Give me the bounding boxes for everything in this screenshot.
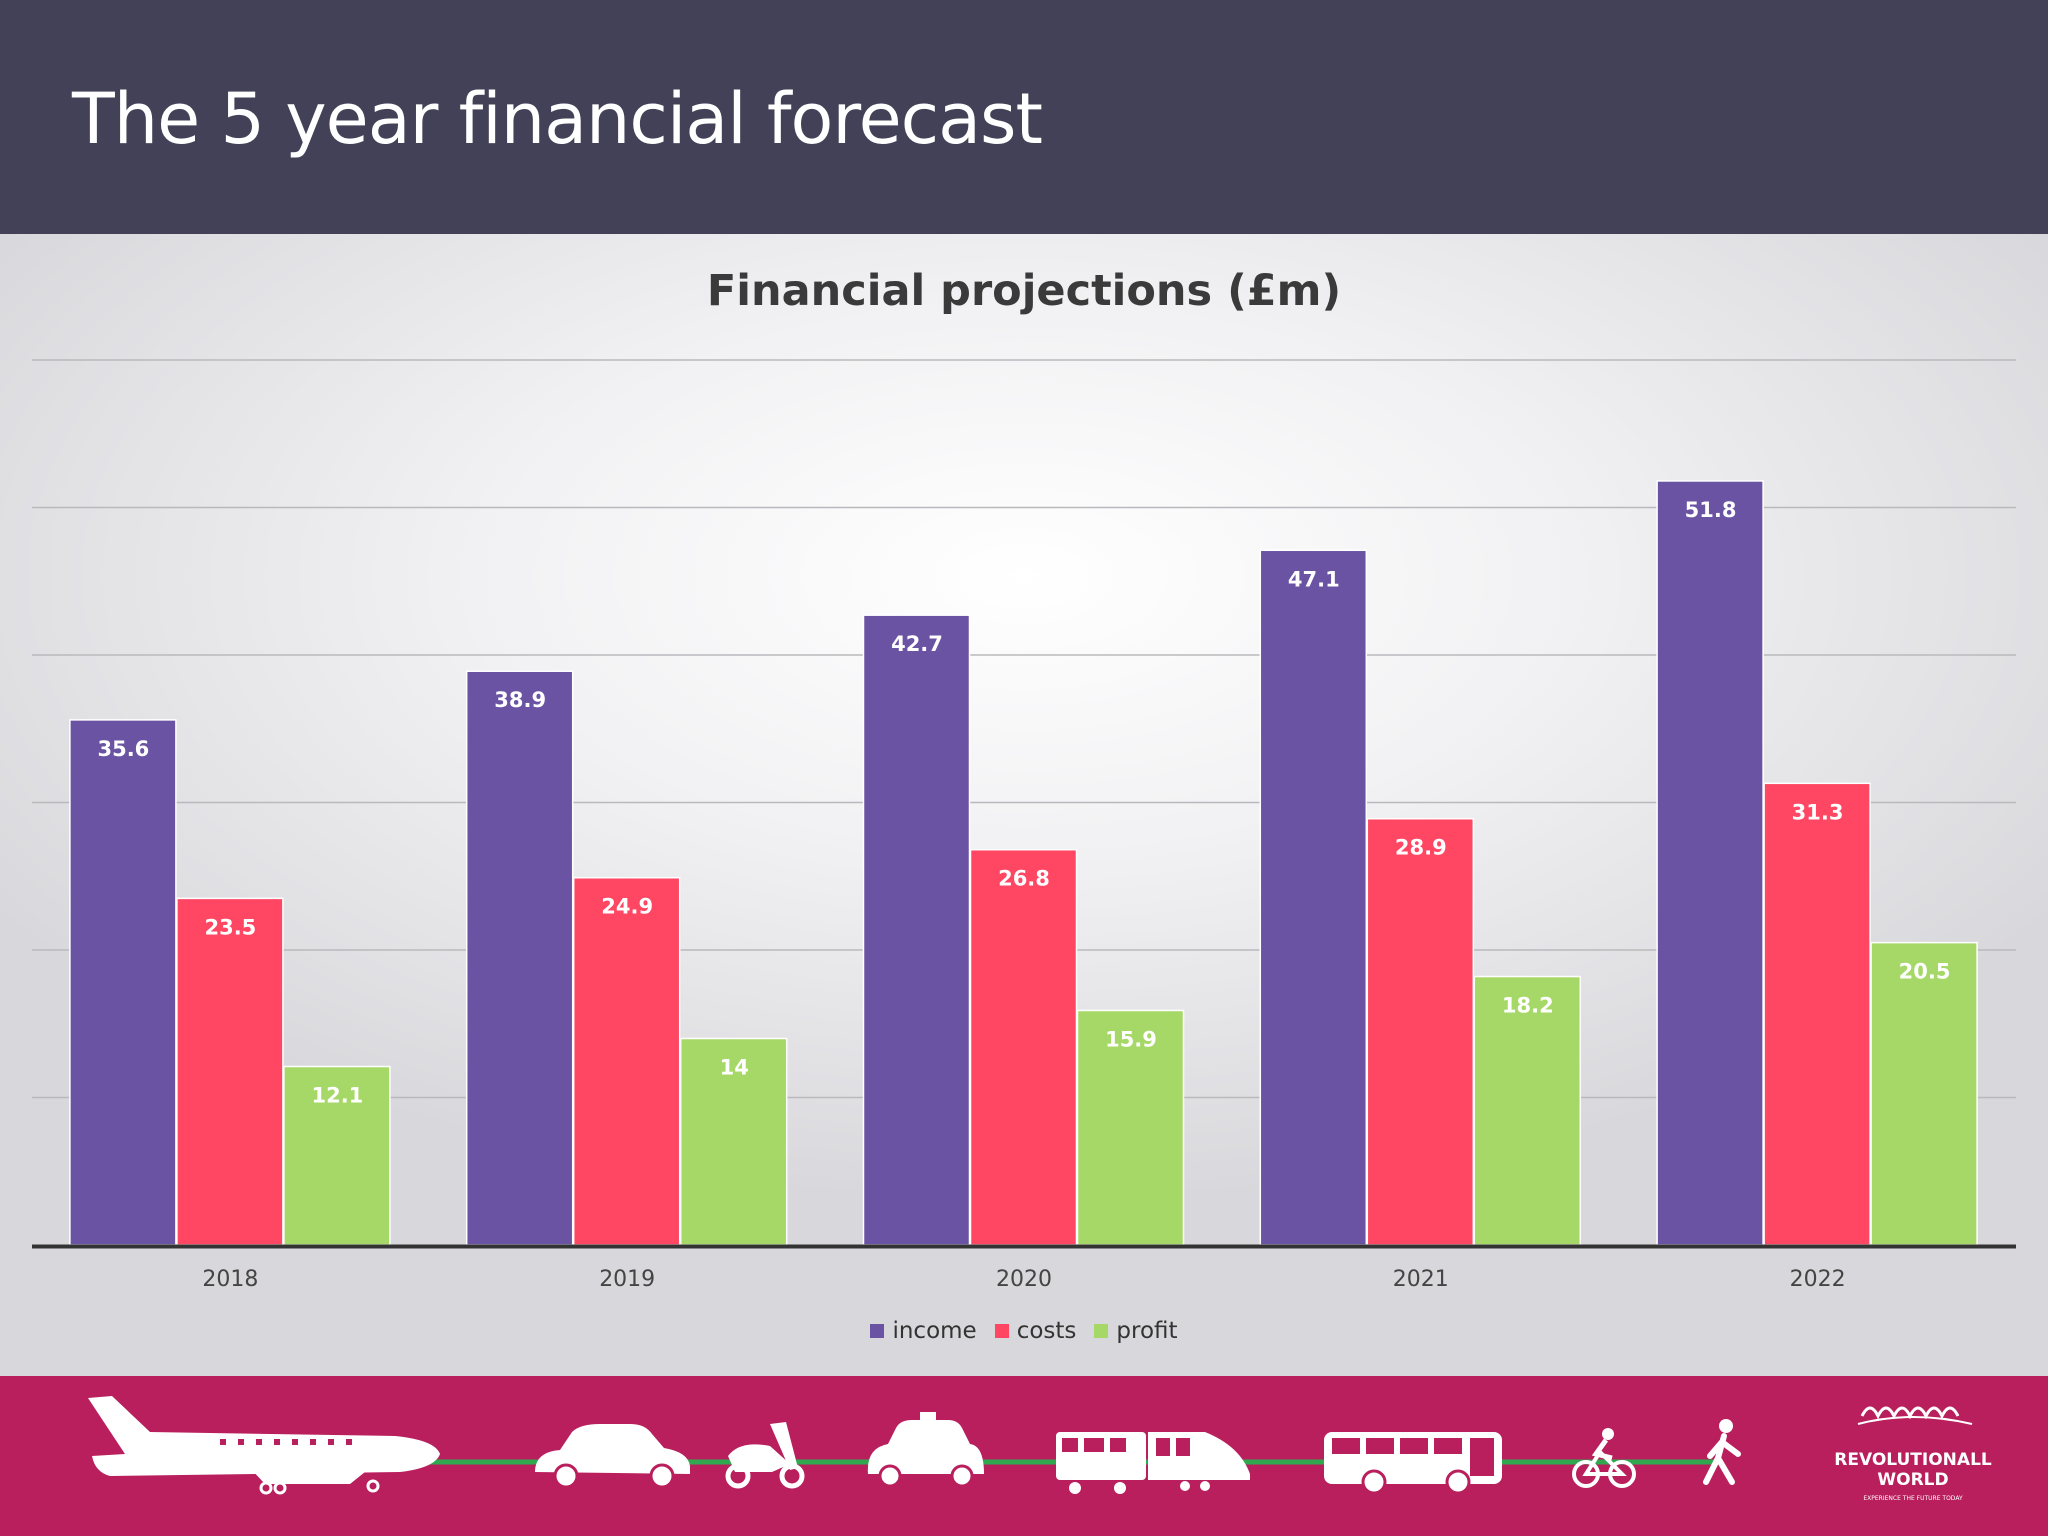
data-label-costs-2018: 23.5: [204, 915, 256, 939]
legend: income costs profit: [0, 1318, 2048, 1344]
data-label-profit-2018: 12.1: [311, 1084, 363, 1108]
bar-income-2018: [69, 719, 177, 1246]
data-labels: 35.6 23.5 12.1 38.9 24.9 14 42.7 26.8 15.9 47.1 28…: [97, 498, 1950, 1108]
logo-tagline: EXPERIENCE THE FUTURE TODAY: [1863, 1495, 1963, 1502]
bar-income-2019: [465, 670, 574, 1246]
data-label-profit-2021: 18.2: [1502, 994, 1554, 1018]
scooter-icon: [725, 1422, 805, 1489]
data-label-income-2019: 38.9: [494, 688, 546, 712]
legend-item-profit: profit: [1094, 1318, 1178, 1344]
bar-income-2021: [1259, 549, 1368, 1246]
chart-title: Financial projections (£m): [706, 266, 1342, 316]
car-icon: [535, 1424, 690, 1489]
legend-item-income: income: [870, 1318, 977, 1344]
logo-name-line2: WORLD: [1877, 1470, 1948, 1490]
revolutionall-world-logo: REVOLUTIONALL WORLD EXPERIENCE THE FUTUR…: [1834, 1406, 1992, 1502]
bus-icon: [1324, 1432, 1502, 1495]
data-label-income-2020: 42.7: [891, 632, 943, 656]
train-icon: [1056, 1432, 1250, 1494]
legend-item-costs: costs: [994, 1318, 1077, 1344]
bar-profit-2020: [1076, 1009, 1185, 1246]
bar-profit-2018: [283, 1065, 391, 1246]
data-label-income-2021: 47.1: [1288, 567, 1340, 591]
walking-person-icon: [1703, 1419, 1741, 1485]
x-tick-labels: 2018 2019 2020 2021 2022: [202, 1267, 1845, 1292]
legend-swatch: [994, 1324, 1009, 1338]
data-label-income-2022: 51.8: [1685, 498, 1737, 522]
title-bar: The 5 year financial forecast: [0, 0, 2048, 234]
x-tick-label: 2021: [1393, 1267, 1449, 1292]
x-tick-label: 2019: [599, 1267, 655, 1292]
bar-profit-2022: [1870, 941, 1978, 1246]
footer-banner: REVOLUTIONALL WORLD EXPERIENCE THE FUTUR…: [0, 1376, 2048, 1536]
airplane-icon: [88, 1396, 440, 1495]
taxi-icon: [867, 1412, 984, 1488]
data-label-costs-2022: 31.3: [1792, 800, 1844, 824]
bar-income-2022: [1656, 480, 1764, 1246]
bar-costs-2021: [1366, 817, 1475, 1246]
logo-name: REVOLUTIONALL: [1834, 1450, 1992, 1470]
bar-income-2020: [862, 614, 971, 1246]
legend-swatch: [1094, 1324, 1109, 1338]
bar-profit-2021: [1473, 975, 1582, 1246]
data-label-income-2018: 35.6: [97, 737, 149, 761]
data-label-costs-2019: 24.9: [601, 895, 653, 919]
x-tick-label: 2022: [1790, 1267, 1846, 1292]
data-label-profit-2020: 15.9: [1105, 1027, 1157, 1051]
x-tick-label: 2018: [202, 1267, 258, 1292]
data-label-costs-2021: 28.9: [1395, 836, 1447, 860]
bar-costs-2020: [969, 848, 1078, 1246]
bar-costs-2019: [572, 876, 681, 1246]
legend-label: costs: [1016, 1318, 1077, 1344]
legend-label: profit: [1116, 1318, 1178, 1344]
bicycle-icon: [1572, 1428, 1636, 1488]
x-tick-label: 2020: [996, 1267, 1052, 1292]
transport-strip: REVOLUTIONALL WORLD EXPERIENCE THE FUTUR…: [88, 1396, 1992, 1502]
data-label-profit-2019: 14: [720, 1056, 749, 1080]
legend-swatch: [870, 1324, 885, 1338]
bar-costs-2022: [1763, 782, 1871, 1246]
slide-title: The 5 year financial forecast: [72, 78, 1043, 160]
bar-costs-2018: [176, 897, 284, 1246]
legend-label: income: [892, 1318, 977, 1344]
data-label-costs-2020: 26.8: [998, 867, 1050, 891]
bar-profit-2019: [679, 1037, 788, 1246]
data-label-profit-2022: 20.5: [1899, 960, 1951, 984]
bars: [69, 480, 1978, 1246]
bar-chart: 35.6 23.5 12.1 38.9 24.9 14 42.7 26.8 15.9 47.1 28…: [32, 359, 2016, 1292]
